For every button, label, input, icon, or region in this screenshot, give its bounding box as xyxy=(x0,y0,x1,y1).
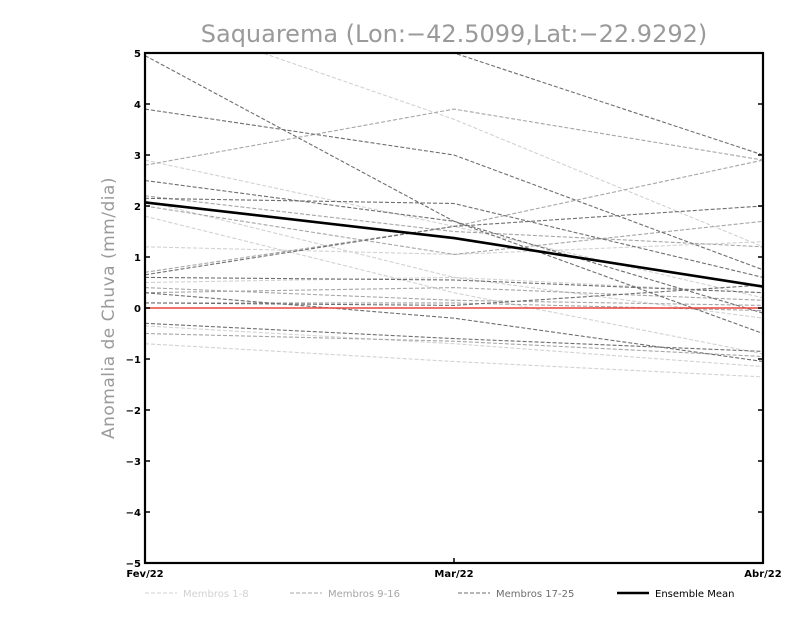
x-axis-ticks: Fev/22 Mar/22 Abr/22 xyxy=(126,558,782,580)
member-line-g3-4 xyxy=(145,197,763,278)
y-tick-label: 5 xyxy=(134,49,141,60)
y-tick-label: 3 xyxy=(134,151,141,162)
y-tick-label: −3 xyxy=(126,457,141,468)
member-lines xyxy=(145,53,763,378)
member-line-g2-1 xyxy=(145,108,763,166)
ensemble-mean-line xyxy=(145,201,763,288)
legend-label: Membros 9-16 xyxy=(328,589,400,600)
y-tick-label: −1 xyxy=(126,355,141,366)
member-line-g1-5 xyxy=(145,325,763,368)
y-tick-label: −5 xyxy=(126,559,141,570)
x-tick-label: Fev/22 xyxy=(126,569,163,580)
member-line-g1-4 xyxy=(145,276,763,294)
legend-label: Membros 1-8 xyxy=(183,589,249,600)
y-axis-ticks: −5 −4 −3 −2 −1 0 1 2 3 4 5 xyxy=(126,49,763,570)
legend-label: Ensemble Mean xyxy=(655,589,734,600)
ensemble-mean-layer xyxy=(145,201,763,288)
member-line-g2-7 xyxy=(145,287,763,306)
member-line-g3-7 xyxy=(145,292,763,363)
member-line-g3-9 xyxy=(145,284,763,306)
member-line-g3-8 xyxy=(145,322,763,352)
member-line-g3-2 xyxy=(145,108,763,271)
member-line-g1-8 xyxy=(261,53,763,248)
member-line-g2-8 xyxy=(145,302,763,312)
y-axis-label: Anomalia de Chuva (mm/dia) xyxy=(99,177,119,439)
member-line-g3-5 xyxy=(145,205,763,276)
member-line-g2-6 xyxy=(145,205,763,255)
y-tick-label: 2 xyxy=(134,202,141,213)
member-line-g3-1 xyxy=(145,55,763,335)
chart-title: Saquarema (Lon:−42.5099,Lat:−22.9292) xyxy=(201,20,707,48)
legend: Membros 1-8 Membros 9-16 Membros 17-25 Ense… xyxy=(145,589,734,600)
y-tick-label: 1 xyxy=(134,253,141,264)
member-line-g1-3 xyxy=(145,241,763,255)
member-line-g2-5 xyxy=(145,332,763,358)
member-line-g1-6 xyxy=(145,343,763,378)
member-line-g1-1 xyxy=(145,159,763,299)
legend-label: Membros 17-25 xyxy=(496,589,574,600)
y-tick-label: −2 xyxy=(126,406,141,417)
member-line-g2-2 xyxy=(145,195,763,248)
member-line-g3-6 xyxy=(145,276,763,294)
x-tick-label: Mar/22 xyxy=(434,569,473,580)
y-tick-label: −4 xyxy=(126,508,141,519)
member-line-g2-4 xyxy=(145,287,763,301)
member-line-g3-10 xyxy=(452,53,763,156)
member-line-g1-7 xyxy=(145,215,763,355)
y-tick-label: 4 xyxy=(134,100,141,111)
x-tick-label: Abr/22 xyxy=(744,569,781,580)
member-line-g3-3 xyxy=(145,179,763,314)
y-tick-label: 0 xyxy=(134,304,141,315)
